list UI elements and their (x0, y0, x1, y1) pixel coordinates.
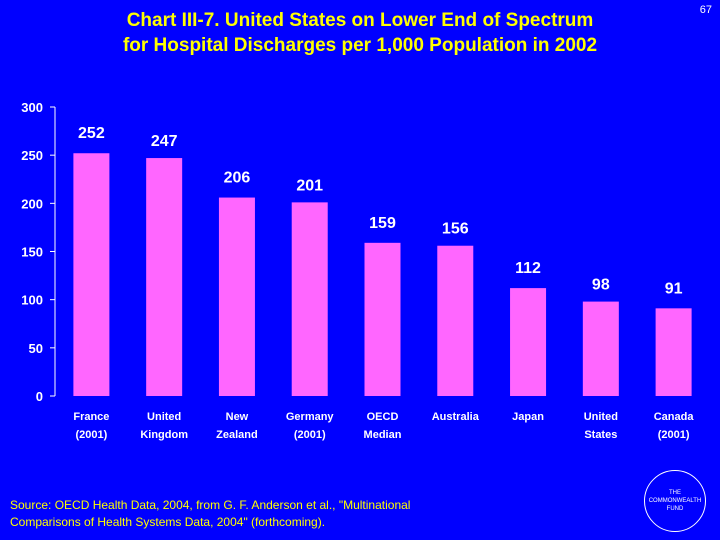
data-label: 206 (224, 170, 251, 187)
x-tick-label: United (584, 411, 618, 423)
data-label: 156 (442, 221, 469, 238)
y-tick-label: 200 (21, 196, 43, 211)
x-tick-label: Australia (432, 411, 480, 423)
data-label: 201 (296, 177, 323, 194)
data-label: 91 (665, 280, 683, 297)
x-tick-label: (2001) (294, 429, 326, 441)
bar (73, 153, 110, 396)
bar (291, 202, 328, 396)
bar (655, 308, 692, 396)
data-label: 98 (592, 277, 610, 294)
data-label: 247 (151, 133, 178, 150)
source-note: Source: OECD Health Data, 2004, from G. … (10, 497, 530, 531)
x-tick-label: OECD (367, 411, 399, 423)
x-tick-label: Japan (512, 411, 544, 423)
chart-title: Chart III-7. United States on Lower End … (0, 8, 720, 58)
x-tick-label: Median (364, 429, 402, 441)
bar (582, 301, 619, 396)
y-tick-label: 250 (21, 148, 43, 163)
x-tick-label: New (226, 411, 249, 423)
y-tick-label: 150 (21, 245, 43, 260)
x-tick-label: United (147, 411, 181, 423)
data-label: 159 (369, 215, 396, 232)
data-label: 252 (78, 125, 105, 142)
x-tick-label: Canada (654, 411, 695, 423)
bar (437, 245, 474, 396)
bar (218, 197, 255, 396)
source-line-1: Source: OECD Health Data, 2004, from G. … (10, 498, 411, 512)
y-tick-label: 300 (21, 100, 43, 115)
chart-title-line-1: Chart III-7. United States on Lower End … (126, 10, 594, 31)
x-tick-label: States (584, 429, 617, 441)
bar-chart: 0 50 100 150 200 250 300 252 France (2001) 247 Unit… (21, 100, 695, 441)
bar (364, 242, 401, 396)
y-tick-label: 0 (36, 389, 43, 404)
x-tick-label: (2001) (658, 429, 690, 441)
x-tick-label: Kingdom (140, 429, 188, 441)
source-line-2: Comparisons of Health Systems Data, 2004… (10, 515, 326, 529)
data-label: 112 (515, 260, 541, 277)
x-tick-label: Germany (286, 411, 335, 423)
x-tick-label: (2001) (75, 429, 107, 441)
x-tick-label: Zealand (216, 429, 258, 441)
y-tick-label: 100 (21, 293, 43, 308)
slide-number: 67 (699, 4, 712, 16)
bar (510, 288, 547, 396)
x-tick-label: France (73, 411, 109, 423)
y-tick-label: 50 (29, 341, 43, 356)
commonwealth-fund-logo: THE COMMONWEALTH FUND (644, 470, 706, 532)
bar (146, 158, 183, 396)
chart-title-line-2: for Hospital Discharges per 1,000 Popula… (122, 35, 598, 56)
